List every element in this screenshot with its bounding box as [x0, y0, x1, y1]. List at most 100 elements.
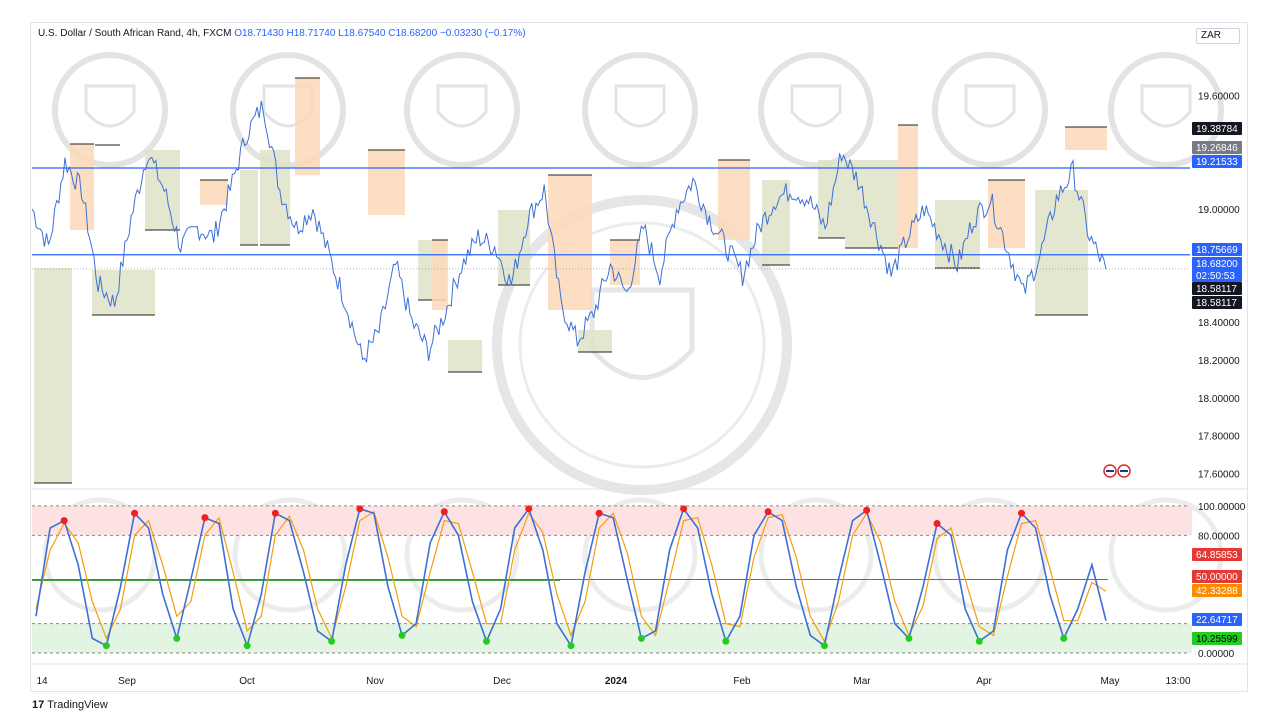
watermark-seal	[758, 52, 874, 168]
horizontal-levels	[32, 167, 1190, 270]
country-flags-icon	[1103, 464, 1131, 478]
time-tick-label: Oct	[239, 676, 255, 687]
stochastic-oscillator-pane: 100.00000 80.00000 0.00000 64.85853 50.00000…	[32, 502, 1246, 660]
oscillator-value-badge	[1192, 613, 1242, 626]
price-label-text: 18.68200	[1196, 259, 1238, 270]
price-label-badge	[1192, 257, 1242, 270]
price-label-text: 02:50:53	[1196, 271, 1235, 282]
oversold-marker	[567, 642, 575, 650]
price-label-text: 19.26846	[1196, 143, 1238, 154]
watermark-seal-lower	[932, 497, 1048, 613]
supply-zone	[898, 125, 918, 248]
demand-zone	[34, 268, 72, 483]
price-label-badge	[1192, 155, 1242, 168]
time-tick-label: Dec	[493, 676, 511, 687]
oscillator-tick-label: 100.00000	[1198, 502, 1246, 513]
overbought-marker	[440, 508, 448, 516]
time-tick-label: Sep	[118, 676, 136, 687]
currency-selector[interactable]: ZAR	[1196, 28, 1240, 44]
oversold-marker	[905, 634, 913, 642]
price-label-text: 19.38784	[1196, 124, 1238, 135]
supply-zone	[368, 150, 405, 215]
watermark-seal-large-inner	[518, 221, 766, 469]
oversold-marker	[173, 634, 181, 642]
price-label-text: 19.21533	[1196, 157, 1238, 168]
overbought-marker	[1018, 509, 1026, 517]
price-label-badge	[1192, 122, 1242, 135]
supply-zone	[432, 240, 448, 310]
watermark-seal	[404, 52, 520, 168]
demand-zone	[1035, 190, 1088, 315]
oversold-marker	[1060, 634, 1068, 642]
chart-legend: U.S. Dollar / South African Rand, 4h, FX…	[38, 28, 526, 39]
price-label-text: 18.58117	[1196, 298, 1237, 309]
demand-zone	[578, 330, 612, 352]
supply-zone	[70, 144, 94, 230]
price-tick-label: 18.20000	[1198, 356, 1240, 367]
oscillator-value-text: 42.33288	[1196, 586, 1238, 597]
overbought-marker	[201, 514, 209, 522]
time-tick-label: Apr	[976, 676, 992, 687]
price-series	[31, 100, 1107, 364]
time-tick-label: 2024	[605, 676, 628, 687]
supply-zone	[200, 180, 228, 205]
tradingview-logo-icon: 17	[32, 699, 45, 711]
watermark-seal-lower	[404, 497, 520, 613]
oscillator-value-badge	[1192, 584, 1242, 597]
price-change: −0.03230 (−0.17%)	[439, 28, 526, 39]
watermark-shield	[436, 84, 488, 128]
oversold-marker	[243, 642, 251, 650]
time-tick-label: 13:00	[1165, 676, 1190, 687]
watermark-seal	[230, 52, 346, 168]
oversold-marker	[102, 642, 110, 650]
overbought-marker	[271, 509, 279, 517]
price-tick-label: 18.40000	[1198, 318, 1240, 329]
price-label-badge	[1192, 282, 1242, 295]
overbought-band	[32, 505, 1192, 536]
overbought-marker	[356, 505, 364, 513]
oversold-marker	[722, 637, 730, 645]
watermark-seal	[582, 52, 698, 168]
oversold-marker	[398, 631, 406, 639]
watermark-shield	[614, 84, 666, 128]
oversold-marker	[328, 637, 336, 645]
demand-zone	[92, 270, 155, 315]
oscillator-value-text: 50.00000	[1196, 572, 1238, 583]
price-line	[31, 100, 1107, 364]
price-tick-label: 19.00000	[1198, 205, 1240, 216]
watermark-seal	[52, 52, 168, 168]
watermark-seal	[932, 52, 1048, 168]
watermark-logos	[42, 52, 1224, 613]
watermark-seal	[1108, 52, 1224, 168]
overbought-marker	[680, 505, 688, 513]
symbol-title[interactable]: U.S. Dollar / South African Rand, 4h, FX…	[38, 28, 232, 39]
watermark-seal-large	[492, 195, 792, 495]
price-label-text: 18.58117	[1196, 284, 1237, 295]
price-label-badge	[1192, 296, 1242, 309]
overbought-marker	[863, 506, 871, 514]
tradingview-logo[interactable]: 17 TradingView	[32, 699, 108, 711]
overbought-marker	[595, 509, 603, 517]
supply-demand-zones	[34, 77, 1107, 484]
time-tick-label: 14	[36, 676, 48, 687]
watermark-shield-large	[589, 287, 695, 380]
price-label-text: 18.75669	[1196, 245, 1238, 256]
oversold-marker	[975, 637, 983, 645]
time-tick-label: May	[1101, 676, 1120, 687]
price-label-badge	[1192, 269, 1242, 282]
watermark-seal-lower	[758, 497, 874, 613]
demand-zone	[762, 180, 790, 265]
oversold-marker	[820, 642, 828, 650]
oscillator-value-text: 22.64717	[1196, 615, 1238, 626]
oversold-marker	[637, 634, 645, 642]
price-axis[interactable]: 19.60000 19.00000 18.40000 18.20000 18.00000…	[1192, 91, 1242, 481]
time-tick-label: Feb	[733, 676, 751, 687]
supply-zone	[718, 160, 750, 240]
time-axis[interactable]: 14 Sep Oct Nov Dec 2024 Feb Mar Apr May 13:00	[32, 488, 1248, 687]
oscillator-tick-label: 80.00000	[1198, 531, 1240, 542]
oversold-marker	[483, 637, 491, 645]
overbought-marker	[131, 509, 139, 517]
overbought-marker	[60, 517, 68, 525]
price-tick-label: 17.80000	[1198, 432, 1240, 443]
